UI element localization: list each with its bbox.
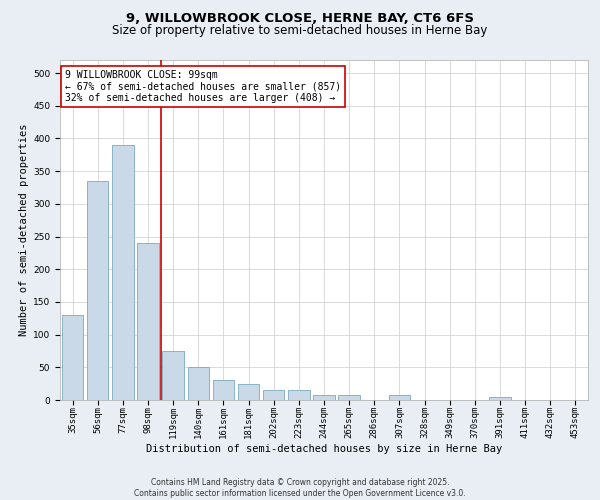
Bar <box>288 390 310 400</box>
Bar <box>338 395 360 400</box>
Bar <box>213 380 234 400</box>
Y-axis label: Number of semi-detached properties: Number of semi-detached properties <box>19 124 29 336</box>
X-axis label: Distribution of semi-detached houses by size in Herne Bay: Distribution of semi-detached houses by … <box>146 444 502 454</box>
Text: Contains HM Land Registry data © Crown copyright and database right 2025.
Contai: Contains HM Land Registry data © Crown c… <box>134 478 466 498</box>
Bar <box>87 181 109 400</box>
Bar <box>62 315 83 400</box>
Bar <box>490 396 511 400</box>
Bar <box>238 384 259 400</box>
Text: 9, WILLOWBROOK CLOSE, HERNE BAY, CT6 6FS: 9, WILLOWBROOK CLOSE, HERNE BAY, CT6 6FS <box>126 12 474 26</box>
Bar <box>112 145 134 400</box>
Bar <box>163 351 184 400</box>
Bar <box>389 395 410 400</box>
Bar <box>137 243 158 400</box>
Bar <box>188 368 209 400</box>
Text: Size of property relative to semi-detached houses in Herne Bay: Size of property relative to semi-detach… <box>112 24 488 37</box>
Text: 9 WILLOWBROOK CLOSE: 99sqm
← 67% of semi-detached houses are smaller (857)
32% o: 9 WILLOWBROOK CLOSE: 99sqm ← 67% of semi… <box>65 70 341 103</box>
Bar <box>263 390 284 400</box>
Bar <box>313 395 335 400</box>
